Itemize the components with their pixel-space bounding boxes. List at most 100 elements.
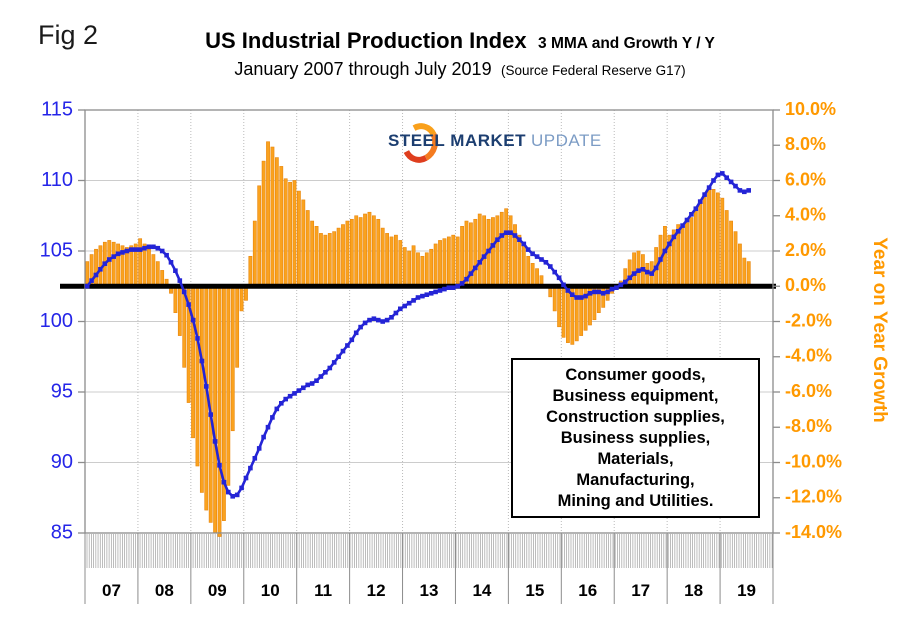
index-marker (570, 292, 575, 297)
growth-bar (627, 259, 632, 287)
growth-bar (270, 146, 275, 287)
index-marker (459, 281, 465, 286)
index-marker (420, 293, 425, 299)
growth-bar (274, 157, 279, 287)
index-marker (521, 241, 527, 247)
growth-bar (358, 217, 363, 287)
index-marker (437, 288, 443, 293)
index-marker (596, 289, 602, 295)
index-marker (309, 381, 315, 386)
annotation-line: Construction supplies, (546, 407, 725, 426)
index-marker (490, 243, 496, 248)
growth-bar (116, 243, 120, 287)
annotation-line: Business supplies, (560, 428, 711, 447)
year-label: 13 (420, 581, 439, 600)
right-axis-label: -12.0% (785, 487, 842, 507)
index-marker (742, 189, 747, 195)
index-marker (702, 192, 707, 197)
index-marker (697, 199, 703, 204)
index-marker (327, 365, 333, 371)
growth-bar (354, 215, 359, 287)
index-marker (715, 172, 721, 178)
growth-bar (235, 285, 240, 368)
index-marker (614, 285, 619, 290)
index-marker (653, 265, 659, 271)
index-marker (548, 264, 553, 269)
index-marker (181, 289, 187, 295)
index-marker (640, 267, 646, 272)
x-axis-year-labels: 07 08 09 10 11 12 13 14 15 16 17 18 19 (102, 581, 756, 600)
growth-bar (632, 252, 636, 287)
index-marker (428, 291, 434, 296)
growth-bar (495, 215, 500, 287)
growth-bar (738, 243, 742, 287)
growth-bar (508, 215, 513, 287)
index-marker (111, 254, 116, 259)
index-marker (367, 317, 372, 323)
year-label: 18 (684, 581, 703, 600)
growth-bar (477, 213, 482, 287)
index-marker (195, 336, 200, 341)
index-marker (155, 245, 161, 251)
index-marker (199, 358, 205, 364)
growth-bar (535, 268, 539, 287)
index-marker (208, 412, 213, 417)
growth-bar (663, 226, 667, 287)
index-marker (190, 317, 196, 323)
growth-bar (473, 218, 478, 287)
growth-bar (199, 285, 204, 493)
growth-bar (314, 226, 319, 287)
index-marker (234, 492, 240, 498)
index-marker (256, 446, 262, 451)
growth-bar (296, 190, 301, 287)
growth-bar (292, 180, 297, 287)
index-line (84, 171, 751, 499)
growth-bar (94, 248, 98, 287)
index-marker (534, 254, 540, 259)
index-marker (279, 401, 284, 406)
growth-bar (526, 255, 531, 287)
index-marker (565, 288, 571, 293)
index-marker (98, 267, 103, 272)
index-marker (133, 247, 138, 252)
index-marker (323, 370, 328, 375)
right-axis-label: -2.0% (785, 310, 832, 330)
right-axis-label: 10.0% (785, 99, 836, 119)
growth-bar (530, 263, 535, 287)
growth-bar (257, 185, 262, 287)
growth-bar (499, 211, 504, 287)
index-marker (481, 254, 487, 259)
index-marker (146, 244, 152, 250)
index-marker (93, 272, 99, 278)
index-marker (530, 251, 535, 257)
index-marker (301, 385, 306, 391)
right-axis-label: 6.0% (785, 169, 826, 189)
index-marker (371, 316, 377, 321)
index-marker (221, 479, 227, 485)
right-axis-label: 0.0% (785, 275, 826, 295)
index-marker (340, 348, 346, 354)
chart-title-suffix: 3 MMA and Growth Y / Y (538, 35, 715, 52)
growth-bar (345, 220, 350, 287)
right-axis-title-group: Year on Year Growth (869, 237, 890, 423)
index-marker (305, 382, 310, 388)
index-marker (451, 285, 456, 290)
index-marker (473, 265, 478, 271)
left-axis-label: 95 (51, 380, 73, 402)
index-marker (186, 302, 191, 307)
growth-bar (213, 285, 218, 534)
index-marker (578, 295, 584, 300)
index-marker (318, 374, 324, 379)
annotation-line: Consumer goods, (565, 365, 706, 384)
growth-bar (230, 285, 235, 432)
growth-bar (446, 236, 451, 287)
year-label: 08 (155, 581, 174, 600)
index-marker (204, 384, 209, 389)
index-marker (265, 424, 271, 430)
index-marker (508, 230, 513, 235)
index-marker (724, 175, 729, 180)
growth-bar (402, 247, 407, 287)
index-marker (464, 276, 469, 282)
growth-bar (407, 250, 412, 287)
left-axis-label: 100 (40, 310, 73, 332)
